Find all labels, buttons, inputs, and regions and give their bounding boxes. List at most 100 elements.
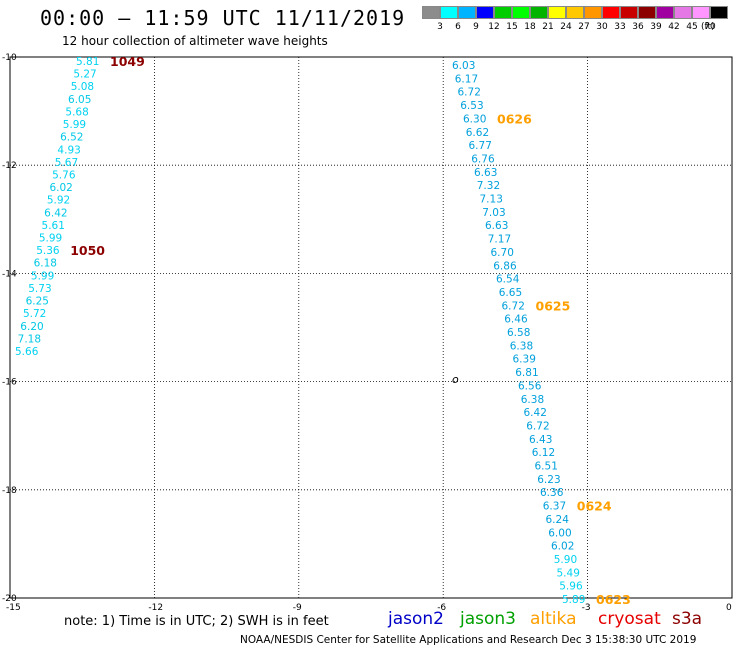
scale-swatch (620, 6, 638, 19)
scale-label: 33 (614, 22, 626, 32)
swh-value-label: 5.68 (65, 106, 88, 118)
swh-value-label: 6.58 (507, 327, 530, 339)
swh-value-label: 5.99 (31, 270, 54, 282)
legend-altika: altika (530, 609, 577, 629)
swh-value-label: 5.99 (39, 233, 62, 245)
scale-label: 24 (560, 22, 572, 32)
map-frame (9, 56, 733, 599)
scale-swatch (674, 6, 692, 19)
scale-swatch (692, 6, 710, 19)
scale-label: 9 (473, 22, 479, 32)
swh-value-label: 5.72 (23, 308, 46, 320)
swh-value-label: 6.00 (548, 527, 571, 539)
swh-value-label: 5.73 (28, 283, 51, 295)
swh-value-label: 5.92 (47, 195, 70, 207)
swh-value-label: 6.38 (521, 394, 544, 406)
y-tick-label: -14 (2, 269, 17, 279)
swh-value-label: 6.38 (510, 340, 533, 352)
swh-value-label: 6.76 (471, 153, 495, 165)
scale-label: 15 (506, 22, 518, 32)
legend-s3a: s3a (672, 609, 703, 629)
swh-value-label: 6.72 (458, 87, 481, 99)
swh-value-label: 5.61 (42, 220, 65, 232)
scale-swatch (530, 6, 548, 19)
y-tick-label: -12 (2, 161, 17, 171)
scale-label: 39 (650, 22, 662, 32)
scale-swatch (656, 6, 674, 19)
swh-value-label: 6.03 (452, 60, 475, 72)
legend-cryosat: cryosat (598, 609, 661, 629)
y-tick-label: -20 (2, 594, 17, 604)
swh-value-label: 6.25 (26, 296, 49, 308)
time-label: 0623 (596, 592, 631, 607)
swh-value-label: 6.53 (460, 100, 483, 112)
scale-label: 12 (488, 22, 500, 32)
swh-value-label: 6.39 (513, 354, 536, 366)
swh-value-label: 6.43 (529, 434, 552, 446)
swh-value-label: 6.72 (502, 300, 525, 312)
swh-value-label: 6.46 (504, 314, 528, 326)
swh-value-label: 6.81 (515, 367, 538, 379)
x-tick-label: 0 (726, 603, 732, 613)
scale-label: 6 (455, 22, 461, 32)
location-marker-icon: o (452, 373, 459, 386)
swh-value-label: 6.86 (493, 260, 517, 272)
scale-swatch (602, 6, 620, 19)
scale-swatch (476, 6, 494, 19)
swh-value-label: 4.93 (57, 144, 80, 156)
swh-value-label: 6.18 (34, 258, 57, 270)
x-tick-label: -6 (437, 603, 446, 613)
swh-value-label: 5.99 (63, 119, 86, 131)
swh-value-label: 6.05 (68, 94, 91, 106)
swh-value-label: 6.52 (60, 132, 83, 144)
scale-swatch (422, 6, 440, 19)
swh-value-label: 5.36 (36, 245, 60, 257)
swh-value-label: 6.02 (551, 541, 574, 553)
swh-value-label: 6.20 (20, 321, 43, 333)
scale-label: 21 (542, 22, 554, 32)
scale-label: 42 (668, 22, 680, 32)
swh-value-label: 6.63 (485, 220, 508, 232)
swh-value-label: 7.18 (18, 333, 41, 345)
legend-jason3: jason3 (460, 609, 516, 629)
scale-label: 30 (596, 22, 608, 32)
scale-unit: (ft) (701, 22, 715, 32)
x-tick-label: -3 (582, 603, 591, 613)
y-tick-label: -10 (2, 53, 17, 63)
scale-swatch (548, 6, 566, 19)
scale-label: 70 (704, 22, 716, 32)
scale-label: 27 (578, 22, 590, 32)
swh-value-label: 6.56 (518, 380, 542, 392)
swh-value-label: 5.49 (557, 567, 580, 579)
scale-label: 18 (524, 22, 536, 32)
swh-value-label: 5.89 (562, 594, 585, 606)
swh-value-label: 5.27 (73, 69, 96, 81)
legend-jason2: jason2 (388, 609, 444, 629)
note-text: note: 1) Time is in UTC; 2) SWH is in fe… (64, 614, 329, 629)
scale-swatch (440, 6, 458, 19)
map-subtitle: 12 hour collection of altimeter wave hei… (62, 34, 328, 48)
time-label: 0626 (497, 111, 532, 126)
swh-value-label: 6.12 (532, 447, 555, 459)
swh-value-label: 6.23 (537, 474, 560, 486)
swh-value-label: 6.54 (496, 274, 520, 286)
swh-value-label: 5.90 (554, 554, 577, 566)
swh-value-label: 6.36 (540, 487, 564, 499)
swh-value-label: 6.24 (546, 514, 570, 526)
swh-value-label: 6.62 (466, 127, 489, 139)
scale-label: 36 (632, 22, 644, 32)
time-label: 1050 (70, 243, 105, 258)
time-label: 1049 (110, 54, 145, 69)
x-tick-label: -12 (148, 603, 163, 613)
swh-value-label: 6.51 (535, 461, 558, 473)
swh-value-label: 6.65 (499, 287, 522, 299)
scale-swatch (494, 6, 512, 19)
swh-value-label: 6.63 (474, 167, 497, 179)
swh-value-label: 6.77 (469, 140, 492, 152)
scale-swatch (512, 6, 530, 19)
scale-swatch (458, 6, 476, 19)
swh-value-label: 5.96 (559, 581, 583, 593)
swh-value-label: 6.17 (455, 73, 478, 85)
x-tick-label: -9 (293, 603, 302, 613)
footer-credit: NOAA/NESDIS Center for Satellite Applica… (240, 634, 697, 646)
